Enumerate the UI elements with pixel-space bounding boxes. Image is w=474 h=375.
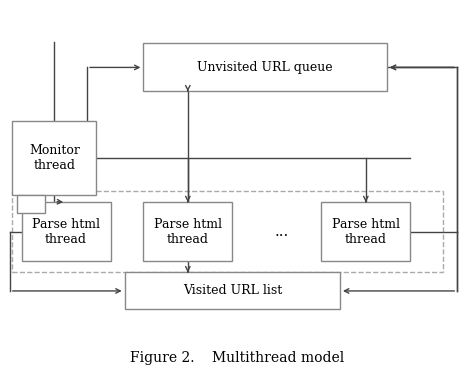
Bar bbox=[321, 202, 410, 261]
Bar bbox=[12, 121, 97, 195]
Text: ...: ... bbox=[274, 225, 289, 239]
Text: Parse html
thread: Parse html thread bbox=[332, 218, 400, 246]
Bar bbox=[21, 202, 110, 261]
Text: Unvisited URL queue: Unvisited URL queue bbox=[197, 61, 333, 74]
Bar bbox=[17, 195, 45, 213]
Text: Parse html
thread: Parse html thread bbox=[154, 218, 222, 246]
Text: Figure 2.    Multithread model: Figure 2. Multithread model bbox=[130, 351, 344, 365]
Bar bbox=[143, 44, 387, 92]
Text: Visited URL list: Visited URL list bbox=[182, 285, 282, 297]
Bar bbox=[12, 191, 443, 273]
Text: Monitor
thread: Monitor thread bbox=[29, 144, 80, 172]
Text: Parse html
thread: Parse html thread bbox=[32, 218, 100, 246]
Bar bbox=[125, 273, 340, 309]
Bar bbox=[143, 202, 232, 261]
